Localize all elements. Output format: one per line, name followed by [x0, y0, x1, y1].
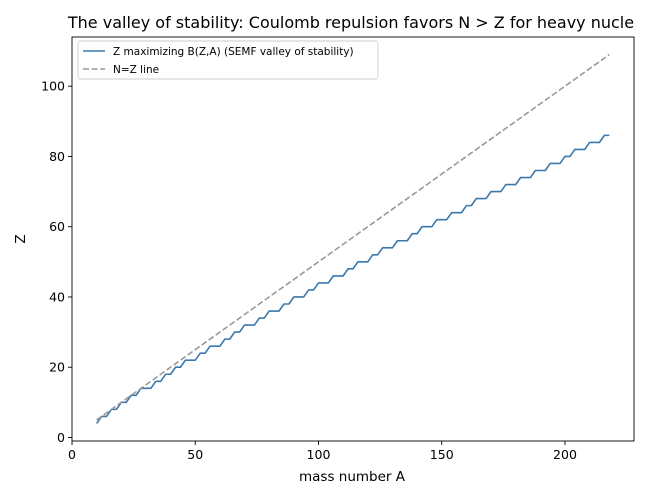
valley-of-stability-line [95, 134, 610, 424]
chart-title: The valley of stability: Coulomb repulsi… [67, 13, 634, 32]
x-tick-label: 50 [187, 447, 203, 462]
legend: Z maximizing B(Z,A) (SEMF valley of stab… [77, 40, 379, 80]
y-tick-label: 0 [57, 430, 65, 445]
x-tick-label: 150 [430, 447, 454, 462]
x-tick-label: 200 [553, 447, 577, 462]
y-ticks: 0 20 40 60 80 100 [41, 79, 72, 445]
x-tick-label: 0 [68, 447, 76, 462]
plot-area-border [71, 36, 635, 442]
legend-box [77, 40, 379, 80]
x-tick-label: 100 [307, 447, 331, 462]
legend-label-valley: Z maximizing B(Z,A) (SEMF valley of stab… [113, 46, 354, 58]
y-tick-label: 60 [49, 219, 65, 234]
y-tick-label: 20 [49, 360, 65, 375]
y-tick-label: 100 [41, 79, 65, 94]
y-tick-label: 40 [49, 289, 65, 304]
x-axis-label: mass number A [299, 469, 406, 485]
legend-label-n-equals-z: N=Z line [113, 64, 159, 76]
y-tick-label: 80 [49, 149, 65, 164]
axes-frame [71, 36, 635, 442]
x-ticks: 0 50 100 150 200 [68, 441, 577, 462]
n-equals-z-line [96, 53, 610, 421]
plot-lines [95, 53, 610, 424]
y-axis-label: Z [13, 234, 29, 243]
